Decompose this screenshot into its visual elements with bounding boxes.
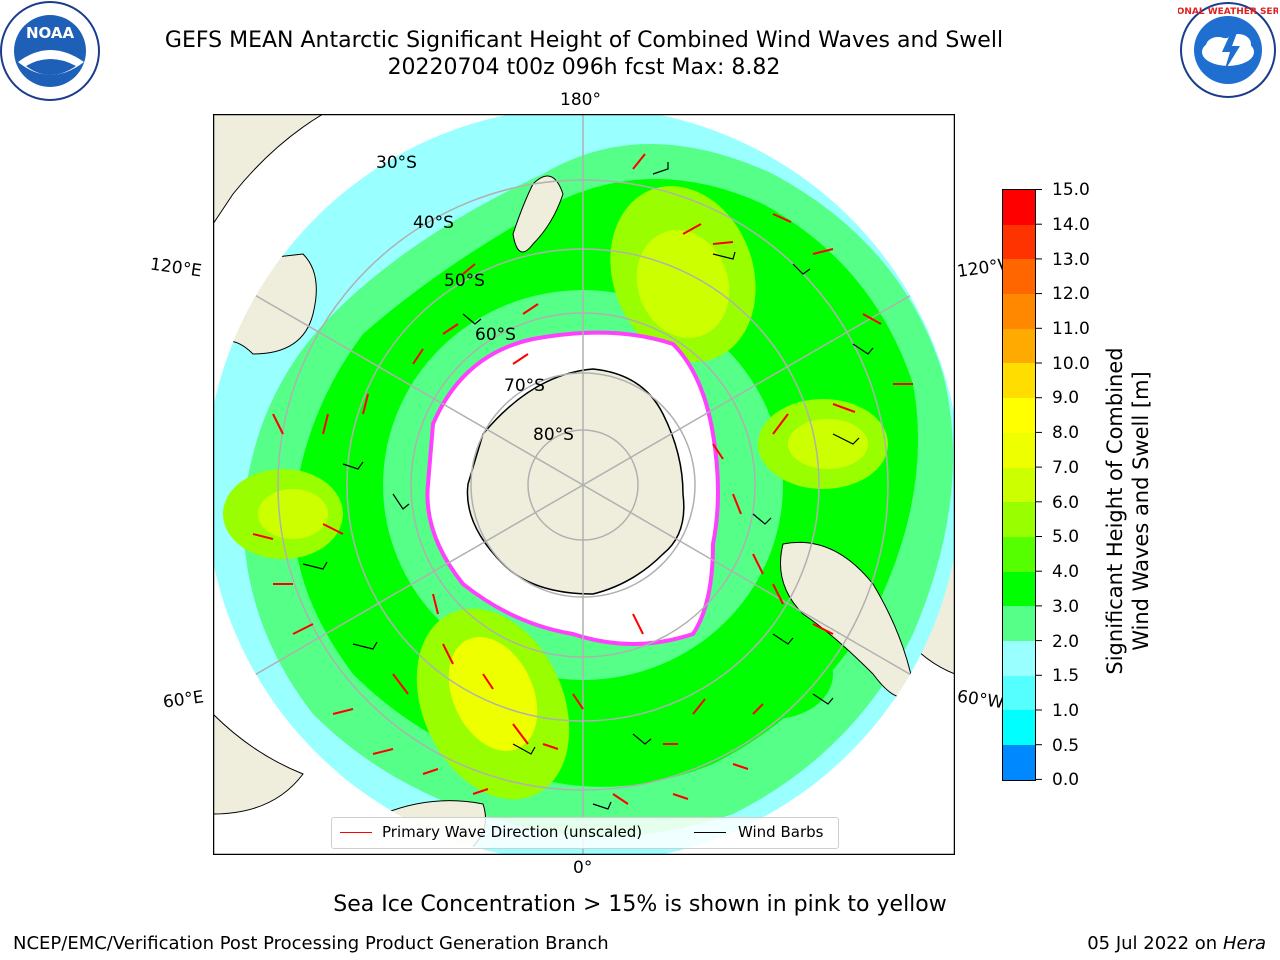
forecast-subtitle: 20220704 t00z 096h fcst Max: 8.82 [387,55,781,80]
nws-logo: NATIONAL WEATHER SERVICE [1178,2,1278,98]
colorbar-tick: 10.0 [1052,354,1090,374]
colorbar-label: Significant Height of Combined Wind Wave… [1102,301,1154,721]
colorbar-tick: 9.0 [1052,388,1080,408]
colorbar-ticks [1035,189,1043,781]
map-frame [213,114,955,855]
sea-ice-caption: Sea Ice Concentration > 15% is shown in … [333,892,947,917]
colorbar-tick: 13.0 [1052,250,1090,270]
colorbar-tick: 0.0 [1052,770,1080,790]
colorbar [1002,189,1036,781]
colorbar-tick: 12.0 [1052,284,1090,304]
lon-label-180: 180° [560,90,601,110]
lat-label-30s: 30°S [376,153,417,173]
colorbar-label-line1: Significant Height of Combined [1103,347,1127,675]
polar-map [213,114,955,855]
svg-text:NOAA: NOAA [26,24,75,42]
footer-branch: NCEP/EMC/Verification Post Processing Pr… [13,933,609,954]
footer-host: Hera [1222,933,1266,954]
map-title: GEFS MEAN Antarctic Significant Height o… [164,28,1004,53]
wind-barbs [302,162,874,810]
legend-wind-line [694,832,726,833]
legend-wave-label: Primary Wave Direction (unscaled) [382,823,643,841]
colorbar-tick: 6.0 [1052,493,1080,513]
noaa-logo: NOAA [0,1,100,101]
lat-label-50s: 50°S [444,271,485,291]
colorbar-tick: 3.0 [1052,597,1080,617]
colorbar-tick: 8.0 [1052,423,1080,443]
colorbar-tick: 0.5 [1052,736,1080,756]
colorbar-label-line2: Wind Waves and Swell [m] [1129,371,1153,651]
colorbar-tick: 4.0 [1052,562,1080,582]
legend-wave-line [340,832,372,833]
colorbar-tick: 2.0 [1052,632,1080,652]
colorbar-tick: 15.0 [1052,180,1090,200]
lat-label-40s: 40°S [413,213,454,233]
wave-height-field [213,114,955,855]
legend-wind-label: Wind Barbs [738,823,824,841]
lon-label-60e: 60°E [161,687,206,713]
lat-label-80s: 80°S [533,425,574,445]
colorbar-tick: 1.5 [1052,666,1080,686]
lon-label-0: 0° [573,858,593,878]
lat-label-60s: 60°S [475,325,516,345]
lon-label-60w: 60°W [955,686,1006,714]
colorbar-tick: 1.0 [1052,701,1080,721]
map-legend: Primary Wave Direction (unscaled) Wind B… [331,817,839,849]
footer-date-text: 05 Jul 2022 on [1087,933,1223,954]
svg-text:NATIONAL WEATHER SERVICE: NATIONAL WEATHER SERVICE [1178,7,1278,17]
colorbar-tick: 11.0 [1052,319,1090,339]
colorbar-tick: 5.0 [1052,527,1080,547]
graticule [213,114,955,855]
lon-label-120e: 120°E [148,254,203,282]
lat-label-70s: 70°S [504,376,545,396]
colorbar-tick: 7.0 [1052,458,1080,478]
wave-direction-arrows [252,153,913,805]
footer-date: 05 Jul 2022 on Hera [1087,933,1266,954]
colorbar-tick: 14.0 [1052,215,1090,235]
